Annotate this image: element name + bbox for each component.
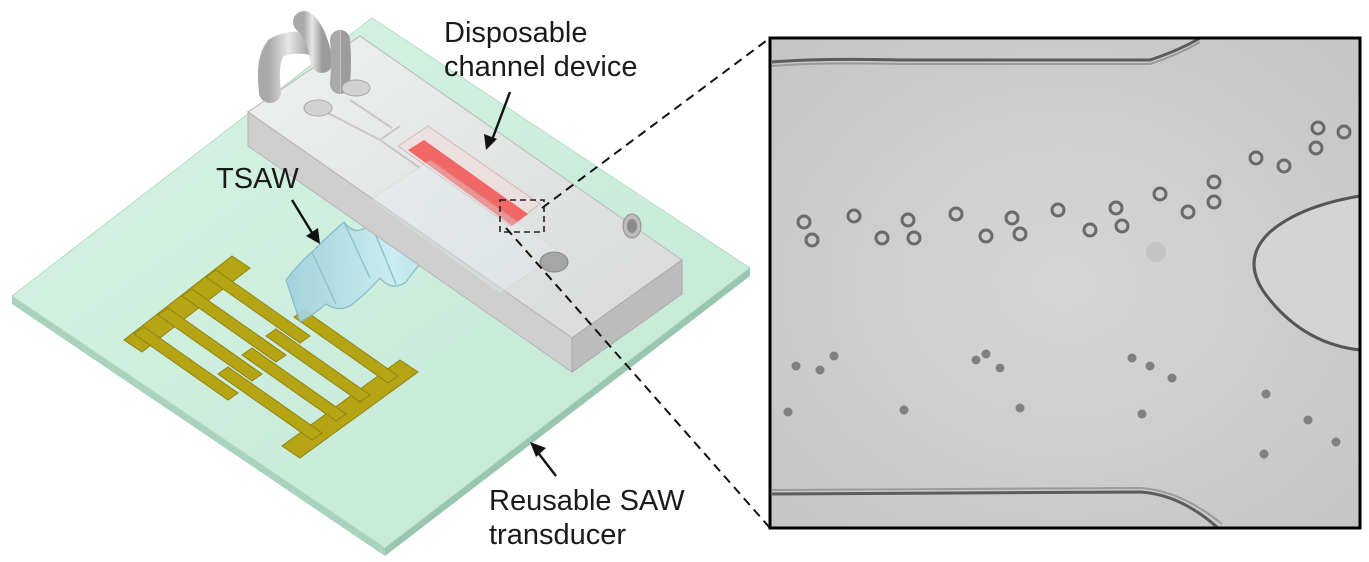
zoom-region-box — [499, 199, 545, 233]
label-disposable-channel-device: Disposable channel device — [444, 16, 637, 84]
disposable-channel-device — [246, 35, 684, 373]
micrograph-inset — [768, 36, 1362, 530]
zoom-line-bottom — [505, 227, 771, 529]
outlet-tubing — [539, 213, 642, 273]
arrow-disposable — [484, 91, 512, 150]
arrow-reusable — [530, 442, 557, 477]
label-disposable-line2: channel device — [444, 51, 638, 83]
label-reusable-saw-transducer: Reusable SAW transducer — [489, 484, 685, 552]
saw-substrate — [11, 17, 751, 556]
label-disposable-line1: Disposable — [444, 17, 588, 49]
label-reusable-line1: Reusable SAW — [489, 485, 685, 517]
label-reusable-line2: transducer — [489, 519, 627, 551]
zoom-line-top — [541, 37, 771, 209]
interdigitated-electrode — [123, 255, 419, 459]
arrow-tsaw — [290, 199, 320, 244]
inlet-tubing — [257, 11, 371, 117]
label-tsaw: TSAW — [216, 163, 299, 195]
